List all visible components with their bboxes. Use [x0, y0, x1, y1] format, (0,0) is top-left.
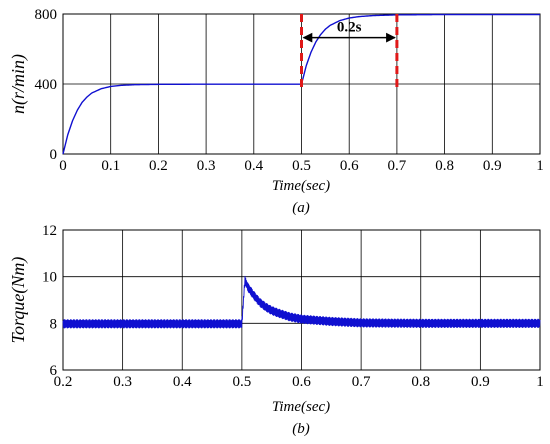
torque-chart-y-tick-label: 12: [42, 223, 57, 239]
speed-chart-y-tick-label: 400: [35, 77, 58, 93]
torque-chart-x-tick-label: 0.8: [411, 374, 430, 390]
torque-chart-y-tick-label: 10: [42, 270, 57, 286]
speed-chart-y-axis-label: n(r/min): [8, 54, 29, 114]
speed-chart-caption: (a): [292, 200, 310, 216]
speed-chart-x-tick-label: 0.6: [340, 158, 359, 174]
speed-chart-x-tick-label: 0.2: [149, 158, 168, 174]
torque-chart-grid: [62, 229, 541, 371]
speed-chart-x-tick-label: 0.4: [244, 158, 263, 174]
torque-chart-x-axis-label: Time(sec): [272, 399, 330, 415]
speed-chart-x-tick-label: 0.5: [292, 158, 311, 174]
torque-chart-y-ticks: 6 8 10 12: [42, 223, 58, 379]
speed-chart-x-tick-label: 0.7: [388, 158, 407, 174]
speed-chart-y-tick-label: 800: [35, 7, 58, 23]
torque-chart-y-tick-label: 8: [50, 316, 58, 332]
torque-chart-x-tick-label: 0.4: [173, 374, 192, 390]
speed-chart-x-tick-label: 0.1: [101, 158, 120, 174]
torque-chart-x-tick-label: 0.6: [292, 374, 311, 390]
torque-chart-y-axis-label: Torque(Nm): [8, 257, 29, 344]
torque-chart-series-line-0: [62, 275, 541, 329]
torque-chart-frame: [62, 229, 541, 371]
speed-chart-x-tick-label: 0: [59, 158, 67, 174]
speed-chart-y-ticks: 0 400 800: [35, 7, 58, 163]
torque-chart-x-tick-label: 0.3: [113, 374, 132, 390]
torque-chart-x-tick-label: 0.9: [471, 374, 490, 390]
torque-chart-caption: (b): [292, 421, 310, 437]
speed-chart-x-tick-label: 1: [536, 158, 544, 174]
torque-chart-panel: 0.2 0.3 0.4 0.5 0.6 0.7 0.8 0.9 1 6 8 10 12 Time(se…: [8, 223, 544, 437]
speed-chart-annotations: 0.2s: [300, 14, 399, 90]
torque-chart-x-ticks: 0.2 0.3 0.4 0.5 0.6 0.7 0.8 0.9 1: [54, 374, 544, 390]
torque-chart-series: [62, 275, 541, 329]
interval-label: 0.2s: [337, 20, 362, 36]
torque-chart-x-tick-label: 1: [536, 374, 544, 390]
speed-chart-y-tick-label: 0: [50, 147, 58, 163]
speed-chart-x-tick-label: 0.3: [197, 158, 216, 174]
speed-chart-x-tick-label: 0.8: [435, 158, 454, 174]
speed-chart-x-ticks: 0 0.1 0.2 0.3 0.4 0.5 0.6 0.7 0.8 0.9 1: [59, 158, 544, 174]
torque-chart-y-tick-label: 6: [50, 363, 58, 379]
speed-chart-x-axis-label: Time(sec): [272, 178, 330, 194]
speed-chart-x-tick-label: 0.9: [483, 158, 502, 174]
torque-chart-x-tick-label: 0.2: [54, 374, 73, 390]
torque-chart-x-tick-label: 0.7: [352, 374, 371, 390]
speed-chart-panel: 0 0.1 0.2 0.3 0.4 0.5 0.6 0.7 0.8 0.9 1 0 400 800 0.…: [8, 7, 544, 216]
torque-chart-x-tick-label: 0.5: [233, 374, 252, 390]
